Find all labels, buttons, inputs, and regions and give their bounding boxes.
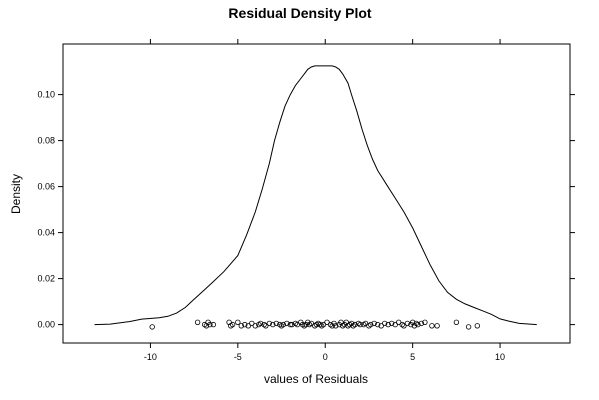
x-axis: -10 -5 0 5 10 bbox=[144, 39, 505, 362]
residual-point bbox=[382, 320, 388, 327]
x-tick-label: 5 bbox=[410, 352, 415, 362]
residual-point bbox=[242, 321, 248, 328]
residual-point bbox=[238, 323, 244, 329]
residual-point bbox=[422, 319, 428, 325]
residual-point bbox=[194, 319, 201, 325]
residual-point bbox=[235, 319, 241, 325]
residual-point bbox=[434, 323, 440, 329]
x-tick-label: 0 bbox=[323, 352, 328, 362]
y-tick-label: 0.04 bbox=[37, 228, 55, 238]
residual-point bbox=[273, 320, 279, 327]
residual-point bbox=[333, 323, 339, 329]
residual-point bbox=[280, 321, 286, 328]
y-axis: 0.00 0.02 0.04 0.06 0.08 0.10 bbox=[37, 90, 575, 330]
residual-point bbox=[289, 321, 295, 328]
y-tick-label: 0.06 bbox=[37, 182, 55, 192]
residual-point bbox=[385, 321, 391, 328]
residual-point bbox=[465, 324, 472, 330]
residual-point bbox=[453, 319, 460, 325]
residual-point bbox=[270, 321, 276, 328]
residual-point bbox=[371, 320, 377, 327]
residual-point bbox=[149, 324, 155, 330]
y-axis-label: Density bbox=[9, 174, 23, 214]
residual-point bbox=[229, 321, 236, 328]
density-curve bbox=[94, 65, 537, 326]
y-tick-label: 0.10 bbox=[37, 90, 55, 100]
residual-point bbox=[474, 323, 480, 329]
y-tick-label: 0.02 bbox=[37, 274, 55, 284]
residual-point bbox=[252, 323, 258, 329]
residual-point bbox=[404, 320, 411, 327]
y-tick-label: 0.08 bbox=[37, 136, 55, 146]
x-axis-label: values of Residuals bbox=[264, 372, 368, 386]
plot-frame bbox=[62, 43, 571, 344]
residual-point bbox=[357, 321, 363, 328]
residual-point bbox=[368, 321, 374, 328]
residual-point bbox=[284, 320, 290, 327]
x-tick-label: -5 bbox=[234, 352, 242, 362]
residual-point bbox=[210, 321, 217, 328]
residual-point bbox=[429, 323, 435, 329]
x-tick-label: 10 bbox=[495, 352, 505, 362]
residual-point bbox=[389, 320, 395, 327]
residual-point bbox=[418, 320, 425, 327]
x-tick-label: -10 bbox=[144, 352, 157, 362]
residual-point bbox=[207, 321, 213, 328]
y-tick-label: 0.00 bbox=[37, 320, 55, 330]
residual-point bbox=[257, 320, 264, 327]
residual-point bbox=[287, 321, 293, 328]
residual-point bbox=[266, 320, 272, 327]
residual-point bbox=[375, 321, 381, 328]
chart-title: Residual Density Plot bbox=[228, 5, 371, 21]
residual-point bbox=[352, 321, 358, 328]
residual-point bbox=[415, 321, 421, 328]
residual-points bbox=[149, 319, 480, 330]
